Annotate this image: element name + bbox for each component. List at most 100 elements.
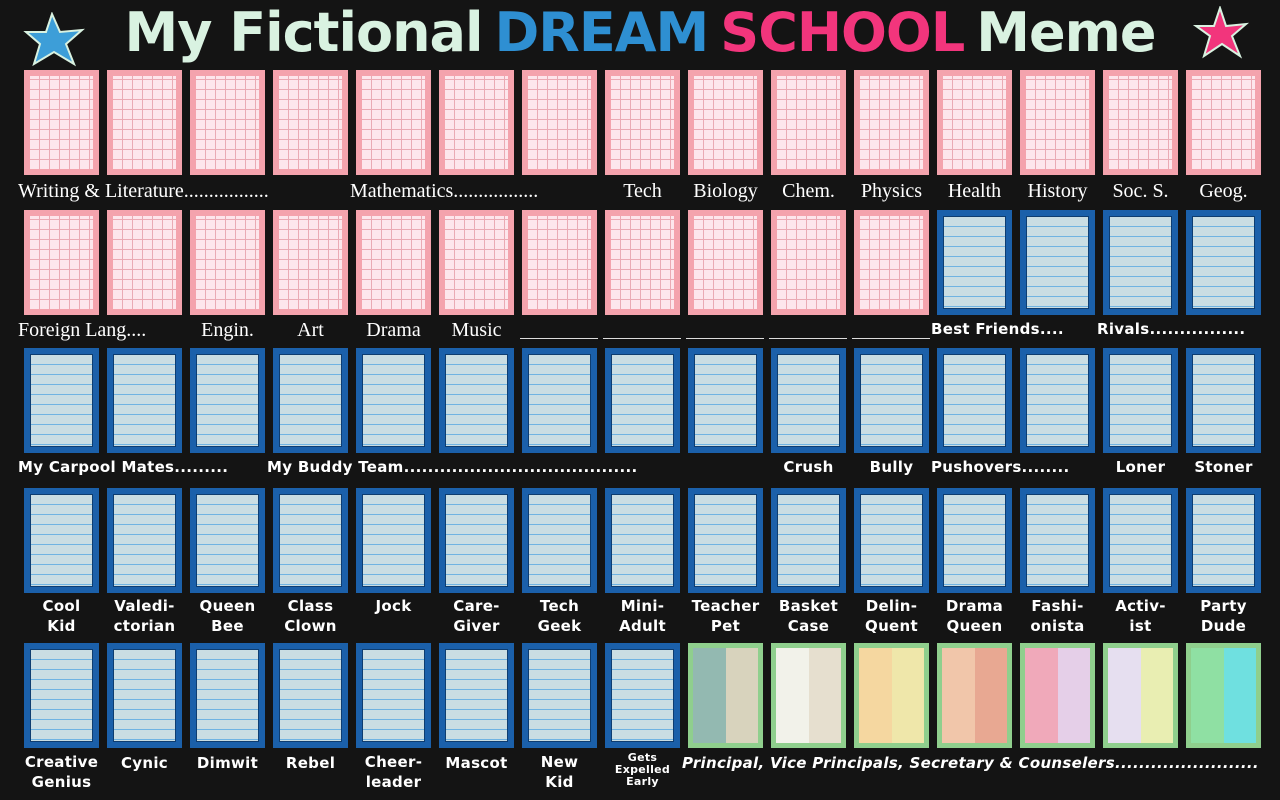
slot-label: Rebel	[267, 753, 354, 773]
photo-slot	[190, 488, 265, 593]
slot-fill	[694, 216, 757, 309]
label-line: Quent	[865, 617, 918, 635]
slot-label: Drama Queen	[931, 596, 1018, 636]
slot-fill	[777, 494, 840, 587]
slot-label: New Kid	[516, 752, 603, 792]
slot-fill	[859, 648, 892, 743]
slot-label: Best Friends....	[931, 319, 1101, 339]
slot-fill	[196, 216, 259, 309]
slot-fill	[1109, 494, 1172, 587]
photo-slot	[688, 210, 763, 315]
label-line: Mini-	[620, 597, 665, 615]
label-line: Cynic	[121, 754, 168, 772]
slot-fill	[1109, 76, 1172, 169]
photo-slot	[1103, 488, 1178, 593]
slot-label: Chem.	[765, 180, 852, 203]
slot-label: Party Dude	[1180, 596, 1267, 636]
photo-slot	[356, 210, 431, 315]
photo-slot	[356, 488, 431, 593]
label-line: My Carpool Mates.........	[18, 458, 229, 476]
photo-slot	[854, 348, 929, 453]
slot-label: Cool Kid	[18, 596, 105, 636]
label-line: leader	[365, 773, 422, 791]
photo-slot	[356, 348, 431, 453]
photo-slot	[24, 70, 99, 175]
slot-label: Pushovers........	[931, 457, 1101, 477]
slot-fill	[1192, 216, 1255, 309]
label-line: Tech	[539, 597, 580, 615]
photo-slot	[190, 348, 265, 453]
slot-fill	[528, 494, 591, 587]
photo-slot	[605, 488, 680, 593]
label-line: Dimwit	[196, 754, 259, 772]
slot-fill	[30, 494, 93, 587]
photo-slot	[190, 643, 265, 748]
title-part: My Fictional	[124, 1, 484, 64]
slot-fill	[611, 216, 674, 309]
label-line: Drama	[366, 319, 421, 341]
photo-slot	[1103, 70, 1178, 175]
slot-fill	[1223, 648, 1256, 743]
slot-fill	[196, 76, 259, 169]
label-line: Valedi-	[114, 597, 175, 615]
slot-label: Mathematics.................	[350, 180, 603, 203]
slot-fill	[1109, 216, 1172, 309]
photo-slot	[24, 488, 99, 593]
slot-label: Dimwit	[184, 753, 271, 773]
slot-fill	[611, 649, 674, 742]
slot-label: History	[1014, 180, 1101, 203]
slot-fill	[445, 354, 508, 447]
photo-slot	[522, 210, 597, 315]
label-line: Gets	[627, 752, 658, 764]
slot-label: Delin- Quent	[848, 596, 935, 636]
slot-fill	[776, 648, 809, 743]
label-line: Loner	[1115, 458, 1166, 476]
slot-fill	[943, 216, 1006, 309]
title: My Fictional DREAM SCHOOL Meme	[0, 0, 1280, 66]
label-line: Kid	[47, 617, 76, 635]
label-line: History	[1027, 180, 1088, 202]
photo-slot	[605, 70, 680, 175]
label-line: Best Friends....	[931, 320, 1064, 338]
label-line: Expelled	[614, 763, 671, 776]
star-left	[23, 12, 85, 67]
photo-slot	[1186, 210, 1261, 315]
slot-fill	[279, 494, 342, 587]
photo-slot	[273, 488, 348, 593]
slot-fill	[1057, 648, 1090, 743]
slot-fill	[196, 649, 259, 742]
slot-label: Class Clown	[267, 596, 354, 636]
photo-slot	[688, 70, 763, 175]
label-line: Kid	[545, 773, 574, 791]
slot-fill	[725, 648, 758, 743]
label-line: Chem.	[782, 180, 835, 202]
slot-fill	[1109, 354, 1172, 447]
blank-line	[769, 338, 847, 339]
label-line: Principal, Vice Principals, Secretary & …	[682, 754, 1259, 772]
slot-fill	[943, 76, 1006, 169]
slot-label: Geog.	[1180, 180, 1267, 203]
label-line: Early	[626, 775, 659, 788]
photo-slot	[273, 210, 348, 315]
slot-fill	[445, 216, 508, 309]
slot-label: Art	[267, 319, 354, 342]
label-line: Mascot	[445, 754, 508, 772]
slot-fill	[1026, 216, 1089, 309]
label-line: Delin-	[865, 597, 918, 615]
photo-slot	[854, 210, 929, 315]
label-line: Geog.	[1199, 180, 1248, 202]
slot-label: Biology	[682, 180, 769, 203]
photo-slot	[854, 488, 929, 593]
slot-label: Tech Geek	[516, 596, 603, 636]
slot-fill	[694, 76, 757, 169]
label-line: Engin.	[201, 319, 254, 341]
slot-label: Gets Expelled Early	[599, 752, 686, 788]
label-line: Dude	[1200, 617, 1247, 635]
photo-slot	[24, 348, 99, 453]
label-line: Foreign Lang....	[18, 319, 147, 341]
photo-slot	[190, 210, 265, 315]
label-line: Rebel	[285, 754, 336, 772]
label-line: Rivals................	[1097, 320, 1246, 338]
slot-fill	[777, 354, 840, 447]
